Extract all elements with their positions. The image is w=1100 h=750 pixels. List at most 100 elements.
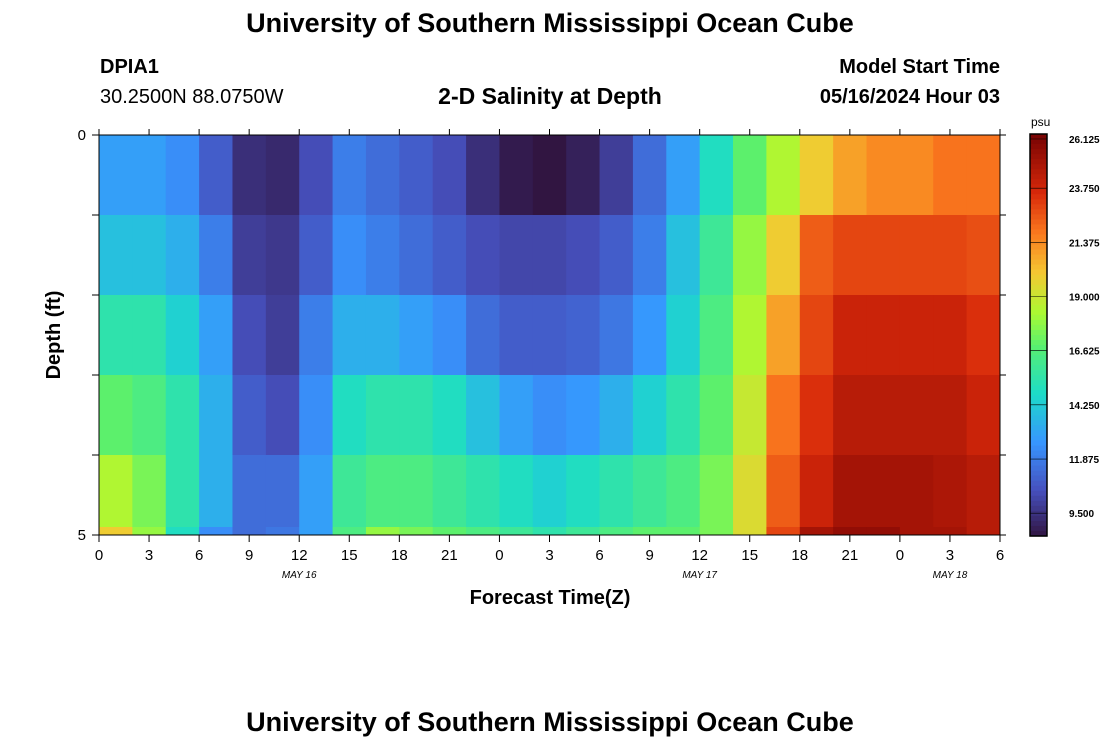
colorbar-segment — [1030, 390, 1047, 396]
heat-cell — [265, 135, 300, 216]
colorbar-segment — [1030, 169, 1047, 175]
heat-cell — [165, 215, 200, 296]
colorbar-tick-label: 26.125 — [1069, 135, 1100, 146]
heat-cell — [766, 455, 801, 528]
colorbar-tick-label: 14.250 — [1069, 401, 1100, 412]
heat-cell — [332, 527, 367, 536]
heat-cell — [99, 135, 133, 216]
heat-cell — [799, 215, 834, 296]
colorbar-segment — [1030, 279, 1047, 286]
x-tick-label: 6 — [595, 547, 603, 564]
colorbar-segment — [1030, 445, 1047, 452]
heat-cell — [833, 135, 868, 216]
heat-cell — [866, 295, 901, 376]
heat-cell — [733, 135, 767, 216]
page-title: University of Southern Mississippi Ocean… — [246, 8, 854, 38]
x-tick-label: 3 — [145, 547, 153, 564]
heat-cell — [199, 375, 233, 456]
heat-cell — [499, 375, 534, 456]
colorbar-unit-label: psu — [1031, 115, 1050, 129]
colorbar-segment — [1030, 204, 1047, 210]
heat-cell — [733, 215, 767, 296]
model-start-time: 05/16/2024 Hour 03 — [819, 86, 1000, 108]
colorbar-segment — [1030, 425, 1047, 432]
heat-cell — [766, 215, 801, 296]
heat-cell — [632, 295, 667, 376]
heat-cell — [299, 135, 334, 216]
colorbar-segment — [1030, 214, 1047, 221]
heat-cell — [432, 455, 467, 528]
colorbar-segment — [1030, 410, 1047, 416]
heat-cell — [632, 527, 667, 536]
colorbar-segment — [1030, 380, 1047, 386]
station-coordinates: 30.2500N 88.0750W — [100, 86, 284, 108]
heat-cell — [299, 295, 334, 376]
heat-cell — [833, 295, 868, 376]
heat-cell — [365, 215, 400, 296]
colorbar-segment — [1030, 184, 1047, 190]
heat-cell — [833, 455, 868, 528]
heat-cell — [933, 135, 968, 216]
heat-cell — [399, 455, 434, 528]
heat-cell — [365, 527, 400, 536]
heat-cell — [866, 455, 901, 528]
heat-cell — [332, 375, 367, 456]
colorbar-segment — [1030, 385, 1047, 391]
heat-cell — [966, 455, 1001, 528]
x-date-label: MAY 18 — [933, 570, 968, 581]
heat-cell — [466, 135, 500, 216]
heat-cell — [599, 135, 634, 216]
y-axis-label: Depth (ft) — [43, 291, 65, 380]
heat-cell — [966, 527, 1001, 536]
heat-cell — [833, 527, 868, 536]
colorbar-segment — [1030, 154, 1047, 160]
colorbar-segment — [1030, 500, 1047, 507]
heat-cell — [99, 375, 133, 456]
y-axis: 05 — [78, 127, 1006, 544]
colorbar-segment — [1030, 269, 1047, 276]
heat-cell — [432, 135, 467, 216]
colorbar-segment — [1030, 495, 1047, 502]
colorbar-segment — [1030, 174, 1047, 180]
colorbar-segment — [1030, 179, 1047, 185]
heat-cell — [933, 295, 968, 376]
heat-cell — [299, 375, 334, 456]
heat-cell — [232, 215, 267, 296]
x-tick-label: 12 — [291, 547, 308, 564]
heat-cell — [299, 215, 334, 296]
colorbar-tick-label: 19.000 — [1069, 293, 1100, 304]
colorbar-segment — [1030, 139, 1047, 145]
colorbar-tick-label: 16.625 — [1069, 347, 1100, 358]
heat-cell — [165, 455, 200, 528]
heat-cell — [99, 527, 133, 536]
heat-cell — [699, 215, 734, 296]
colorbar-segment — [1030, 370, 1047, 376]
colorbar-segment — [1030, 490, 1047, 497]
colorbar-segment — [1030, 209, 1047, 215]
heat-cell — [432, 295, 467, 376]
colorbar-segment — [1030, 475, 1047, 482]
colorbar-segment — [1030, 294, 1047, 301]
heat-cell — [432, 215, 467, 296]
colorbar-segment — [1030, 229, 1047, 236]
heat-cell — [165, 375, 200, 456]
heat-cell — [365, 135, 400, 216]
x-tick-label: 6 — [996, 547, 1004, 564]
heat-cell — [499, 295, 534, 376]
salinity-heatmap-chart: 0 3 6 9 12 15 18 21 0 3 6 9 12 15 18 21 0 3 6 MAY 16 MAY 17 M… — [43, 115, 1100, 609]
heat-cell — [666, 295, 701, 376]
heat-cell — [265, 295, 300, 376]
colorbar-segment — [1030, 525, 1047, 532]
colorbar-segment — [1030, 440, 1047, 447]
heat-cell — [566, 455, 601, 528]
heat-cell — [566, 527, 601, 536]
heat-cell — [899, 455, 934, 528]
heat-cell — [532, 375, 567, 456]
heat-cell — [132, 455, 167, 528]
heat-cell — [332, 215, 367, 296]
heat-cell — [466, 455, 500, 528]
heat-cell — [966, 375, 1001, 456]
x-tick-label: 21 — [841, 547, 858, 564]
colorbar-segment — [1030, 164, 1047, 170]
colorbar-segment — [1030, 400, 1047, 406]
